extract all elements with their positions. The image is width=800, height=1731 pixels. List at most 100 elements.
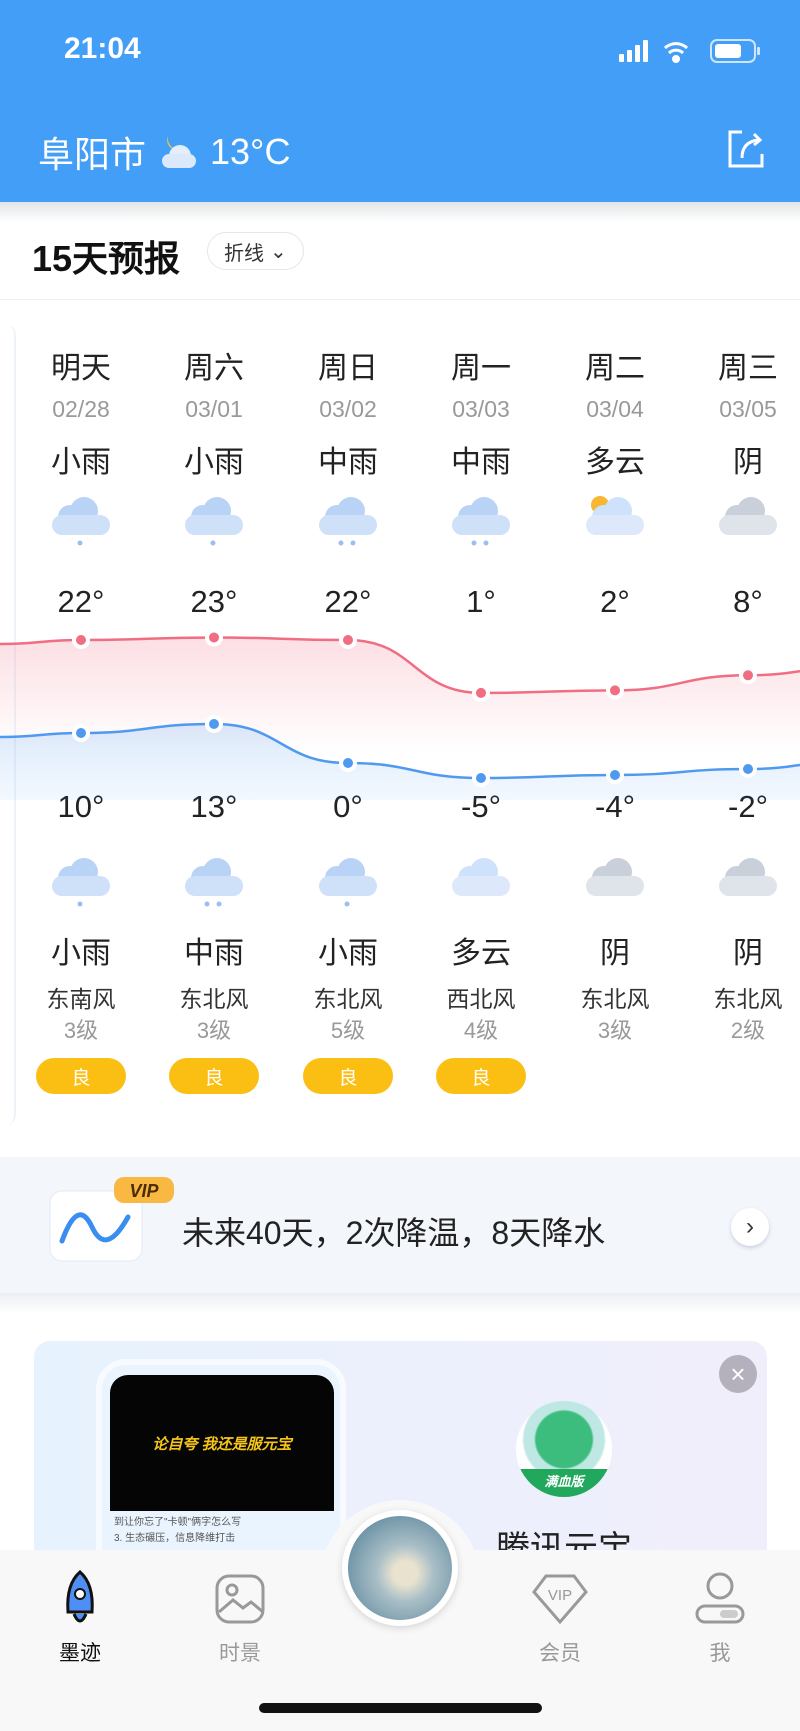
day: 周六 — [184, 352, 244, 385]
status-icons — [619, 39, 760, 63]
high-temp-point — [610, 685, 620, 696]
lvl: 4级 — [463, 1018, 499, 1043]
tab-label: 时景 — [219, 1642, 261, 1665]
low-temp-line — [0, 722, 800, 780]
low-temp-point — [76, 728, 86, 738]
tab-moji[interactable]: 墨迹 — [35, 1570, 125, 1667]
temp: 23° — [190, 584, 238, 619]
high-temp-point — [343, 635, 353, 645]
high-temp-point — [76, 635, 86, 645]
temperature-chart — [0, 628, 800, 800]
high-temp-point — [743, 670, 753, 681]
wind: 东北风 — [179, 986, 249, 1012]
status-time: 21:04 — [64, 32, 141, 65]
overcast-icon — [586, 858, 644, 896]
trend-chart-icon: VIP — [49, 1177, 174, 1262]
battery-icon — [710, 39, 760, 63]
date: 03/03 — [452, 396, 510, 422]
aqi-badge[interactable]: 良 — [36, 1058, 126, 1094]
light-rain-icon — [185, 497, 243, 546]
w: 多云 — [585, 446, 645, 479]
vip-diamond-icon: VIP — [532, 1574, 588, 1625]
ad-phone-image: 论自夸 我还是服元宝 到让你忘了"卡顿"俩字怎么写 3. 生态碾压，信息降维打击 — [96, 1359, 346, 1601]
image-icon — [215, 1574, 265, 1624]
day: 周日 — [318, 352, 378, 385]
overcast-icon — [719, 858, 777, 896]
user-icon — [695, 1572, 745, 1624]
current-temp: 13°C — [210, 131, 291, 172]
header-shadow — [0, 202, 800, 222]
low-temp-area — [0, 724, 800, 800]
partly-cloudy-night-icon — [162, 136, 197, 168]
date: 03/04 — [586, 396, 644, 422]
tab-label: 墨迹 — [59, 1642, 101, 1665]
w: 小雨 — [51, 446, 111, 479]
aqi-badge[interactable]: 良 — [303, 1058, 393, 1094]
lvl: 3级 — [597, 1018, 633, 1043]
tab-scenes[interactable]: 时景 — [195, 1570, 285, 1667]
location[interactable]: 阜阳市 13°C — [38, 126, 290, 178]
signal-icon — [619, 40, 648, 62]
low-temp-point — [343, 758, 353, 768]
view-mode-dropdown[interactable]: 折线 ⌄ — [207, 232, 304, 270]
day: 周一 — [451, 352, 511, 385]
low-temp-point — [209, 719, 219, 729]
wind: 东南风 — [46, 986, 116, 1012]
low-temp-point — [743, 764, 753, 774]
wind: 东北风 — [313, 986, 383, 1012]
share-icon[interactable] — [726, 128, 766, 170]
date: 02/28 — [52, 396, 110, 422]
wifi-icon — [663, 42, 689, 63]
tab-label: 我 — [709, 1642, 731, 1665]
divider — [0, 299, 800, 300]
overcast-icon — [719, 497, 777, 535]
svg-text:VIP: VIP — [548, 1587, 572, 1604]
date: 03/01 — [185, 396, 243, 422]
lvl: 3级 — [196, 1018, 232, 1043]
partly-cloudy-night-icon — [452, 856, 510, 896]
low-temp-point — [476, 773, 486, 783]
day: 周二 — [585, 352, 645, 385]
lvl: 2级 — [730, 1018, 766, 1043]
ad-line: 3. 生态碾压，信息降维打击 — [114, 1533, 236, 1544]
temp: 2° — [600, 584, 630, 619]
w: 小雨 — [318, 937, 378, 970]
w: 阴 — [733, 446, 763, 479]
moderate-rain-icon — [185, 858, 243, 907]
wind: 东北风 — [580, 986, 650, 1012]
ad-line: 到让你忘了"卡顿"俩字怎么写 — [114, 1517, 242, 1528]
center-scene-button[interactable] — [342, 1510, 458, 1626]
aqi-badge[interactable]: 良 — [169, 1058, 259, 1094]
wind: 西北风 — [446, 986, 516, 1012]
w: 中雨 — [451, 446, 511, 479]
high-temp-line — [0, 636, 800, 695]
w: 中雨 — [184, 937, 244, 970]
light-rain-icon — [52, 858, 110, 907]
app-logo: 满血版 — [516, 1401, 612, 1497]
section-title: 15天预报 — [32, 238, 181, 279]
rocket-icon — [66, 1570, 94, 1623]
day: 周三 — [718, 352, 778, 385]
date: 03/05 — [719, 396, 777, 422]
w: 阴 — [733, 937, 763, 970]
logo-badge: 满血版 — [516, 1469, 612, 1497]
ad-headline: 论自夸 我还是服元宝 — [110, 1375, 334, 1511]
vip-badge: VIP — [129, 1181, 159, 1201]
light-rain-icon — [52, 497, 110, 546]
aqi-badge[interactable]: 良 — [436, 1058, 526, 1094]
w: 小雨 — [184, 446, 244, 479]
city-name: 阜阳市 — [38, 134, 147, 175]
view-mode-label: 折线 — [224, 242, 264, 265]
temp: 8° — [733, 584, 763, 619]
w: 小雨 — [51, 937, 111, 970]
chevron-right-icon[interactable]: › — [731, 1208, 769, 1246]
tab-vip[interactable]: VIP 会员 — [515, 1570, 605, 1667]
close-ad-button[interactable]: × — [719, 1355, 757, 1393]
w: 阴 — [600, 937, 630, 970]
tab-me[interactable]: 我 — [675, 1570, 765, 1667]
light-rain-icon — [319, 858, 377, 907]
moderate-rain-icon — [319, 497, 377, 546]
vip-banner[interactable]: VIP 未来40天，2次降温，8天降水 › — [0, 1157, 800, 1293]
day: 明天 — [51, 352, 111, 385]
w: 多云 — [451, 937, 511, 970]
